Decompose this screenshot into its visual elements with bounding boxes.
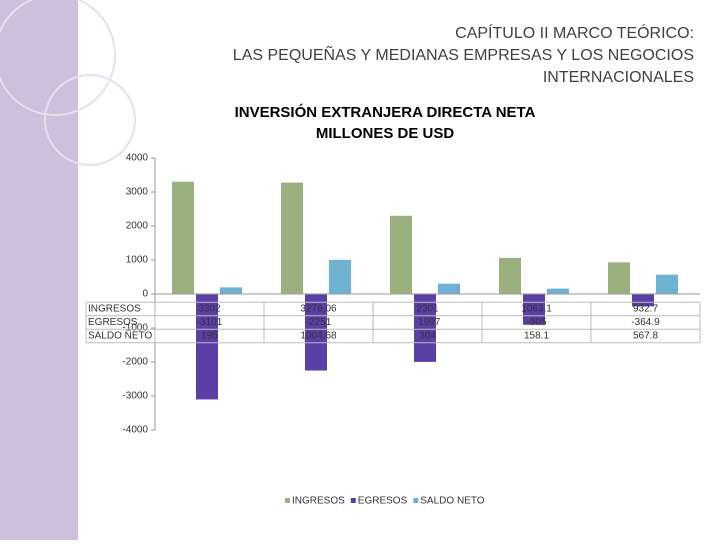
legend-swatch xyxy=(285,498,290,503)
bar xyxy=(547,288,569,294)
table-cell: 3302 xyxy=(198,304,221,315)
y-tick-label: 3000 xyxy=(126,187,149,198)
bar xyxy=(305,294,327,371)
bar xyxy=(632,294,654,307)
y-tick-label: -2000 xyxy=(122,357,148,368)
bar xyxy=(499,257,521,294)
y-tick-label: 0 xyxy=(142,289,148,300)
side-strip xyxy=(0,0,78,540)
header-line: LAS PEQUEÑAS Y MEDIANAS EMPRESAS Y LOS N… xyxy=(233,44,694,64)
table-cell: 932.7 xyxy=(633,304,658,315)
table-cell: -1997 xyxy=(415,317,441,328)
decor-circle xyxy=(44,74,136,166)
table-cell: -905 xyxy=(526,317,546,328)
chart-title: MILLONES DE USD xyxy=(316,125,455,142)
bar xyxy=(281,182,303,294)
header-line: CAPÍTULO II MARCO TEÓRICO: xyxy=(455,23,694,42)
legend-swatch xyxy=(350,498,356,503)
y-tick-label: 4000 xyxy=(126,153,149,164)
table-row-label: EGRESOS xyxy=(88,317,138,328)
y-tick-label: 2000 xyxy=(126,221,149,232)
legend-label: INGRESOS xyxy=(292,496,345,507)
table-cell: -3101 xyxy=(197,317,223,328)
table-cell: -2251 xyxy=(306,317,332,328)
header-line: INTERNACIONALES xyxy=(543,69,694,86)
bar xyxy=(220,287,242,294)
y-tick-label: -1000 xyxy=(122,323,148,334)
table-cell: 2301 xyxy=(416,304,439,315)
table-cell: -364.9 xyxy=(631,317,660,328)
table-cell: 1063.1 xyxy=(521,304,552,315)
table-cell: 195 xyxy=(201,331,218,342)
decor-circle xyxy=(0,0,116,116)
table-cell: 567.8 xyxy=(633,331,658,342)
table-cell: 1004.68 xyxy=(300,331,337,342)
bar xyxy=(196,294,218,400)
chart-title: INVERSIÓN EXTRANJERA DIRECTA NETA xyxy=(235,103,536,121)
bar xyxy=(414,294,436,362)
legend-swatch xyxy=(413,498,419,503)
bar xyxy=(390,215,412,294)
bar xyxy=(172,181,194,294)
bar xyxy=(656,274,678,294)
bar xyxy=(329,259,351,294)
bar xyxy=(438,283,460,294)
y-tick-label: -3000 xyxy=(122,391,148,402)
legend-label: SALDO NETO xyxy=(420,496,484,507)
table-row-label: INGRESOS xyxy=(88,304,141,315)
table-cell: 304 xyxy=(419,331,436,342)
bar xyxy=(608,262,630,294)
y-tick-label: 1000 xyxy=(126,255,149,266)
table-row-label: SALDO NETO xyxy=(88,331,152,342)
legend-label: EGRESOS xyxy=(358,496,408,507)
y-tick-label: -4000 xyxy=(122,425,148,436)
table-cell: 158.1 xyxy=(524,331,549,342)
bar xyxy=(523,294,545,325)
table-cell: 3276.06 xyxy=(300,304,337,315)
